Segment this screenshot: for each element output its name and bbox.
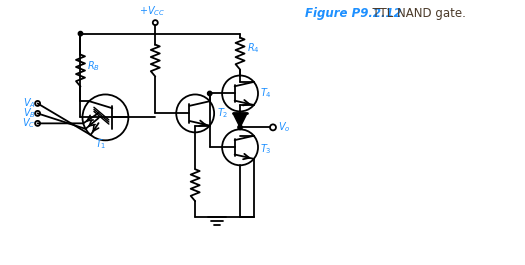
Text: $T_1$: $T_1$ — [94, 137, 106, 151]
Text: $T_4$: $T_4$ — [260, 86, 272, 100]
Text: $+V_{CC}$: $+V_{CC}$ — [139, 4, 165, 18]
Text: TTL NAND gate.: TTL NAND gate. — [365, 7, 466, 20]
Text: $T_3$: $T_3$ — [260, 142, 272, 156]
Circle shape — [78, 32, 82, 36]
Text: $V_C$: $V_C$ — [22, 117, 36, 130]
Text: $V_B$: $V_B$ — [23, 107, 36, 120]
Circle shape — [238, 125, 242, 130]
Polygon shape — [233, 113, 247, 127]
Text: $V_o$: $V_o$ — [278, 121, 290, 134]
Circle shape — [207, 91, 212, 96]
Text: $T_2$: $T_2$ — [217, 107, 228, 120]
Text: $R_B$: $R_B$ — [88, 60, 100, 73]
Text: $V_A$: $V_A$ — [23, 96, 36, 110]
Text: $R_4$: $R_4$ — [247, 42, 260, 55]
Text: Figure P9.2.12: Figure P9.2.12 — [305, 7, 402, 20]
